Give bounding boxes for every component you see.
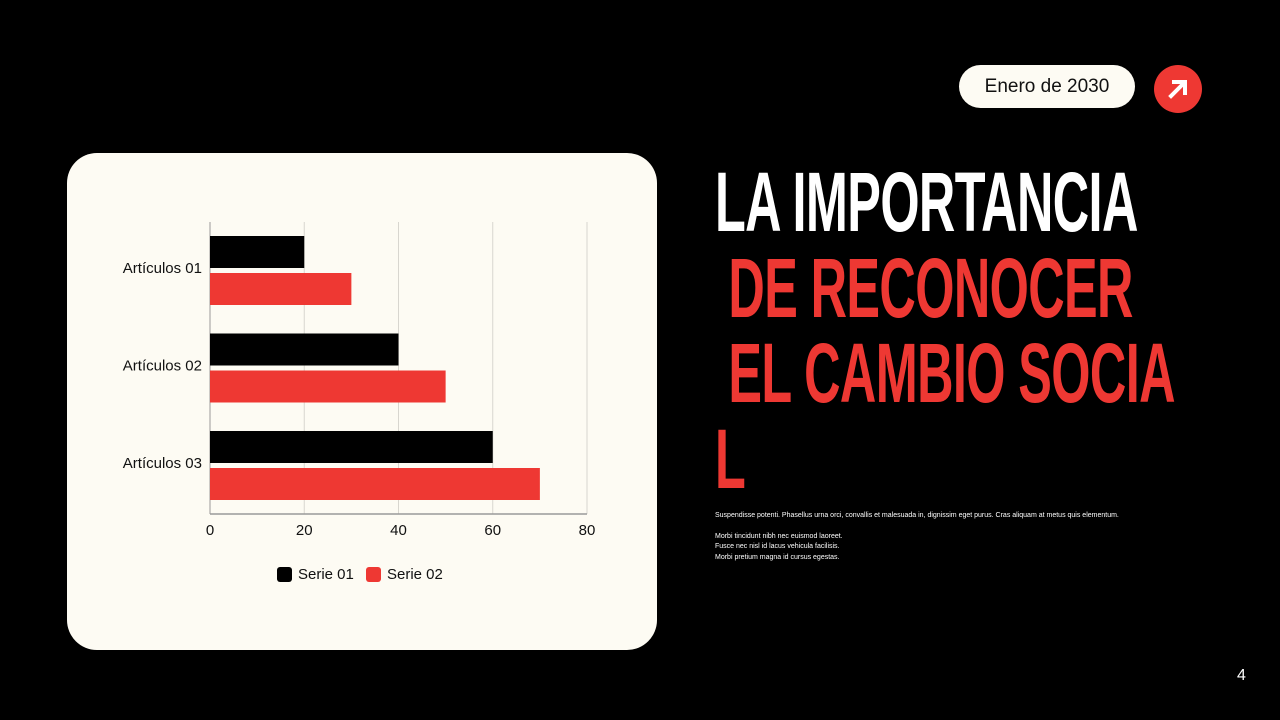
paragraph: Suspendisse potenti. Phasellus urna orci… — [715, 512, 1119, 519]
y-category-label: Artículos 03 — [123, 455, 202, 472]
bar-serie-01 — [210, 236, 305, 268]
arrow-up-right-icon — [1168, 80, 1187, 99]
bar-serie-01 — [210, 431, 493, 463]
bar-serie-02 — [210, 468, 540, 500]
body-line: Morbi tincidunt nibh nec euismod laoreet… — [715, 532, 843, 540]
title-line-3: EL CAMBIO SOCIA — [715, 326, 1175, 420]
title-line-2: DE RECONOCER — [715, 240, 1133, 335]
arrow-button[interactable] — [1154, 65, 1202, 113]
body-text: Suspendisse potenti. Phasellus urna orci… — [715, 511, 1119, 563]
bar-chart: 0 20 40 60 80 Artículos 01 Artículos 02 Artícul… — [123, 222, 596, 583]
title-line-4: L — [715, 411, 746, 506]
body-line: Morbi pretium magna id cursus egestas. — [715, 553, 840, 561]
x-tick-label: 20 — [296, 522, 313, 539]
bar-serie-01 — [210, 333, 399, 366]
x-tick-label: 40 — [390, 522, 407, 539]
x-tick-label: 0 — [206, 522, 214, 539]
bar-serie-02 — [210, 370, 446, 403]
bar-serie-02 — [210, 273, 352, 305]
slide-title: LA IMPORTANCIA DE RECONOCER EL CAMBIO SO… — [715, 155, 1255, 506]
legend-label: Serie 02 — [387, 566, 443, 583]
y-category-label: Artículos 02 — [123, 358, 202, 375]
legend-label: Serie 01 — [298, 566, 354, 583]
body-line: Fusce nec nisl id lacus vehicula facilis… — [715, 543, 840, 550]
x-tick-label: 60 — [484, 522, 501, 539]
legend-swatch — [366, 567, 381, 582]
y-category-label: Artículos 01 — [123, 260, 202, 277]
date-badge: Enero de 2030 — [959, 65, 1135, 108]
title-line-1: LA IMPORTANCIA — [715, 155, 1138, 249]
page-number: 4 — [1237, 667, 1246, 684]
chart-card: 0 20 40 60 80 Artículos 01 Artículos 02 Artícul… — [67, 153, 657, 650]
x-tick-label: 80 — [579, 522, 596, 539]
legend-swatch — [277, 567, 292, 582]
